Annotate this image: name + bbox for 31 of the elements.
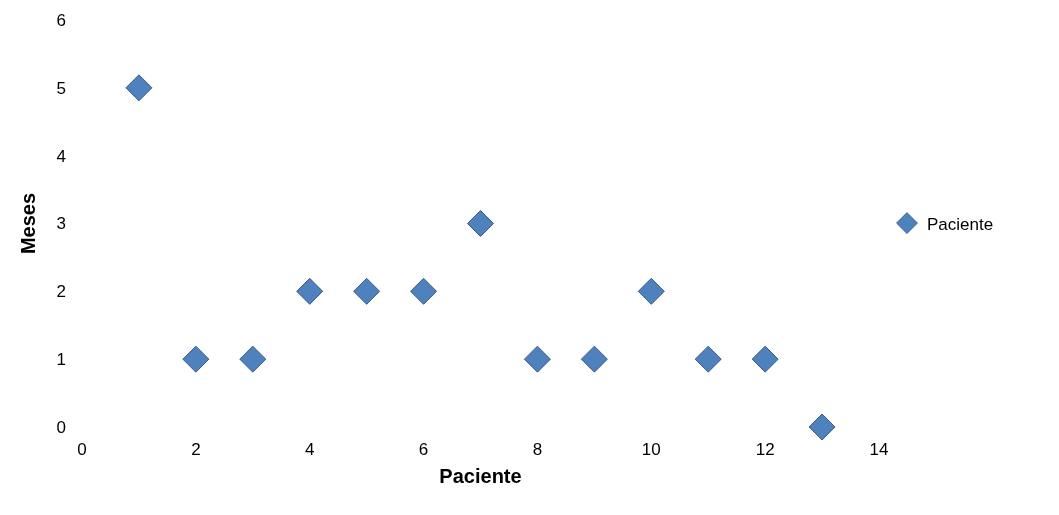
point [125, 74, 153, 102]
y-tick-label: 1 [56, 350, 66, 370]
point [182, 345, 210, 373]
y-tick-label: 3 [56, 214, 66, 234]
y-tick-label: 5 [56, 78, 66, 98]
x-tick-label: 8 [532, 440, 543, 459]
x-tick-label: 12 [755, 440, 775, 459]
point [353, 277, 381, 305]
point [808, 413, 836, 441]
point [467, 210, 494, 237]
y-tick-label: 2 [56, 282, 66, 302]
point [637, 277, 665, 305]
x-axis-title: Paciente [439, 464, 522, 487]
point [410, 277, 438, 305]
point [694, 345, 722, 373]
x-tick-label: 14 [869, 440, 889, 459]
x-tick-label: 10 [641, 440, 661, 459]
y-tick-label: 0 [56, 417, 66, 437]
x-tick-label: 2 [191, 440, 201, 459]
point [523, 345, 551, 373]
point [296, 277, 324, 305]
legend-label: Paciente [926, 214, 994, 234]
x-tick-label: 4 [304, 440, 315, 459]
y-axis-title: Meses [17, 192, 40, 255]
y-tick-label: 6 [56, 10, 66, 30]
point [580, 345, 608, 373]
y-tick-label: 4 [56, 146, 66, 166]
x-tick-label: 0 [77, 440, 87, 459]
point [239, 345, 267, 373]
x-tick-label: 6 [418, 440, 429, 459]
point [751, 345, 779, 373]
